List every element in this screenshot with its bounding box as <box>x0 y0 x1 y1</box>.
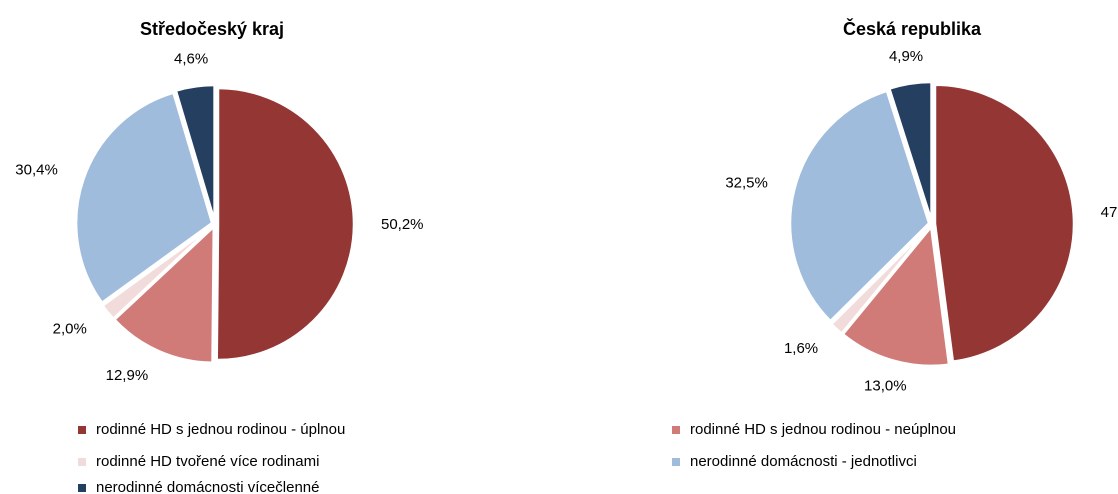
legend-swatch <box>78 458 86 466</box>
pie-slice <box>112 223 216 365</box>
data-label: 1,6% <box>784 340 818 357</box>
data-label: 4,6% <box>174 51 208 68</box>
chart-title: Středočeský kraj <box>140 19 284 39</box>
legend-swatch <box>672 458 680 466</box>
legend-label: nerodinné domácnosti - jednotlivci <box>690 453 917 470</box>
data-label: 4,9% <box>889 48 923 65</box>
pie-slice <box>933 83 1076 364</box>
data-label: 12,9% <box>106 367 149 384</box>
pie-slice <box>788 89 931 323</box>
legend-swatch <box>78 426 86 434</box>
legend-swatch <box>672 426 680 434</box>
pie-slice <box>100 224 214 321</box>
legend-label: rodinné HD s jednou rodinou - neúplnou <box>690 421 956 438</box>
legend-label: rodinné HD tvořené více rodinami <box>96 453 319 470</box>
data-label: 47,9% <box>1101 204 1118 221</box>
chart-title: Česká republika <box>843 18 982 39</box>
data-label: 32,5% <box>725 175 768 192</box>
pie-slice <box>74 91 214 305</box>
data-label: 13,0% <box>864 377 907 394</box>
data-label: 2,0% <box>53 320 87 337</box>
data-label: 30,4% <box>15 161 58 178</box>
legend-swatch <box>78 484 86 492</box>
pie-slice <box>887 80 933 222</box>
pie-slice <box>841 223 951 368</box>
data-label: 50,2% <box>381 216 424 233</box>
legend-label: nerodinné domácnosti vícečlenné <box>96 479 319 494</box>
pie-slice <box>174 83 216 222</box>
pie-slice <box>829 225 931 336</box>
pie-slice <box>215 86 356 362</box>
legend-label: rodinné HD s jednou rodinou - úplnou <box>96 421 345 438</box>
